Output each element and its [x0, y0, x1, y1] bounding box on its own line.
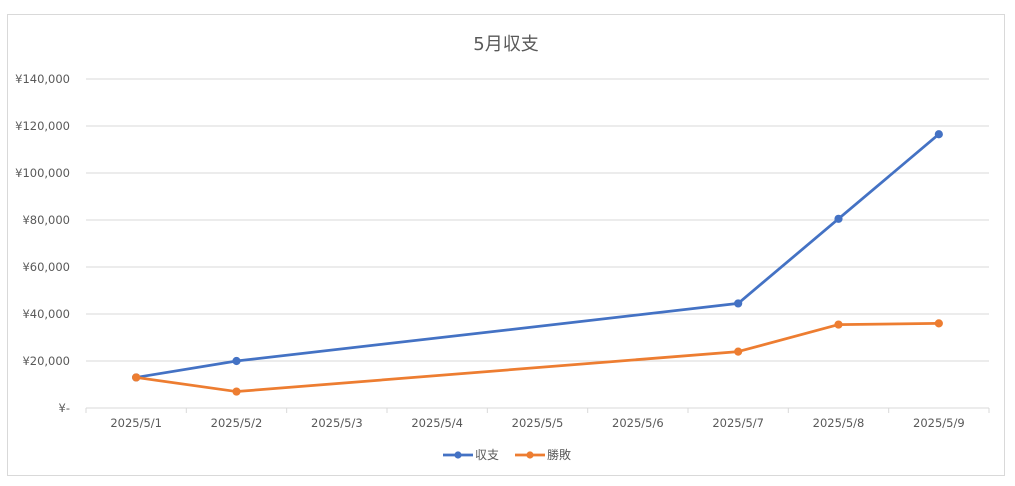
series-line: [134, 132, 941, 379]
x-tick-label: 2025/5/5: [512, 416, 564, 430]
x-tick-label: 2025/5/7: [712, 416, 764, 430]
legend-label: 勝敗: [547, 447, 571, 462]
legend: 収支 勝敗: [443, 447, 571, 462]
data-point: [934, 130, 943, 139]
chart-title: 5月収支: [473, 34, 538, 55]
y-tick-label: ¥120,000: [15, 119, 70, 133]
series-lines: [132, 130, 943, 396]
y-tick-label: ¥20,000: [22, 354, 70, 368]
legend-marker: [454, 451, 462, 459]
y-axis-tick-labels: ¥- ¥20,000 ¥40,000 ¥60,000 ¥80,000 ¥100,000 ¥1…: [15, 72, 70, 415]
x-tick-label: 2025/5/9: [913, 416, 965, 430]
x-axis-tick-labels: 2025/5/1 2025/5/2 2025/5/3 2025/5/4 2025/5/5…: [110, 416, 964, 430]
data-point: [834, 320, 843, 329]
data-point: [934, 319, 943, 328]
x-tick-label: 2025/5/2: [211, 416, 263, 430]
gridlines: [86, 78, 989, 362]
data-point: [132, 373, 141, 382]
data-point: [834, 214, 843, 223]
data-point: [232, 387, 241, 396]
x-axis: [85, 407, 990, 413]
x-tick-label: 2025/5/4: [411, 416, 463, 430]
y-tick-label: ¥80,000: [22, 213, 70, 227]
data-point: [734, 347, 743, 356]
x-tick-label: 2025/5/8: [813, 416, 865, 430]
legend-label: 収支: [475, 448, 499, 462]
x-tick-label: 2025/5/1: [110, 416, 162, 430]
y-tick-label: ¥40,000: [22, 307, 70, 321]
y-tick-label: ¥-: [59, 401, 70, 415]
data-point: [734, 299, 743, 308]
y-tick-label: ¥100,000: [15, 166, 70, 180]
legend-marker: [526, 451, 534, 459]
data-point: [232, 356, 241, 366]
x-tick-label: 2025/5/6: [612, 416, 664, 430]
x-tick-label: 2025/5/3: [311, 416, 363, 430]
y-tick-label: ¥140,000: [15, 72, 70, 86]
y-tick-label: ¥60,000: [22, 260, 70, 274]
chart-area: [7, 14, 1005, 476]
